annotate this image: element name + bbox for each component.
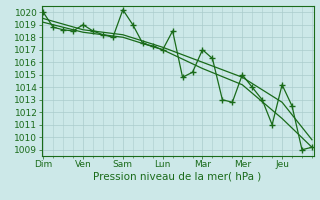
X-axis label: Pression niveau de la mer( hPa ): Pression niveau de la mer( hPa )	[93, 172, 262, 182]
